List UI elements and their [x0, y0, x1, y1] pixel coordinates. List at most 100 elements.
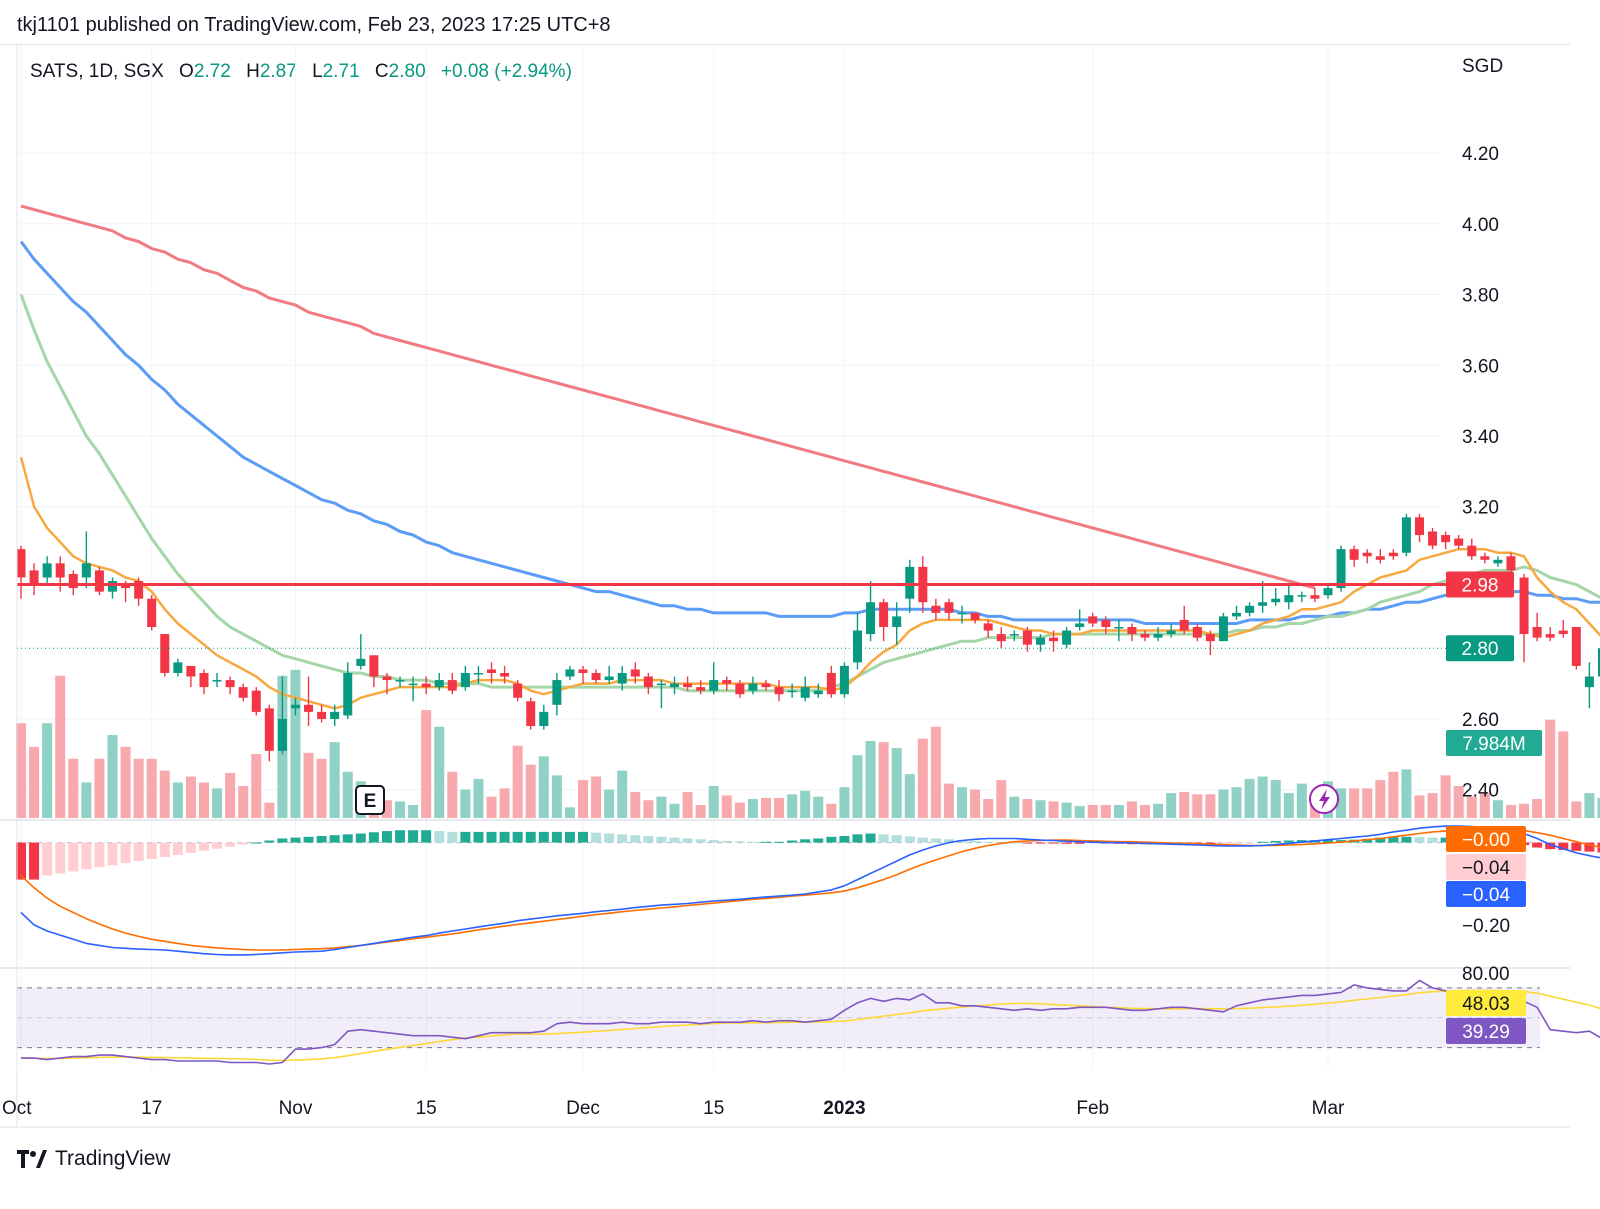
volume-bar: [316, 758, 327, 818]
macd-histogram-bar: [1414, 837, 1425, 843]
candle-body: [134, 581, 144, 599]
symbol-text[interactable]: SATS, 1D, SGX: [30, 61, 164, 82]
candle-body: [1205, 634, 1215, 642]
macd-histogram-bar: [290, 837, 301, 843]
candle-body: [1140, 634, 1150, 638]
macd-histogram-bar: [395, 830, 406, 843]
macd-histogram-bar: [368, 832, 379, 843]
volume-bar: [1414, 795, 1425, 818]
candle-body: [1414, 517, 1424, 536]
candle-body: [1571, 627, 1581, 666]
candle-body: [1310, 595, 1320, 599]
volume-bar: [1532, 799, 1543, 818]
volume-bar: [1061, 802, 1072, 818]
candle-body: [1153, 634, 1163, 638]
candle-body: [68, 573, 78, 589]
footer-brand[interactable]: TradingView: [17, 1143, 171, 1175]
footer-brand-text: TradingView: [55, 1147, 171, 1170]
macd-histogram-bar: [708, 840, 719, 843]
high-label: H: [246, 61, 260, 82]
macd-histogram-bar: [904, 836, 915, 843]
time-tick-label: Mar: [1312, 1098, 1345, 1119]
header-divider: [0, 44, 1570, 45]
macd-histogram-bar: [421, 830, 432, 843]
macd-histogram-bar: [551, 831, 562, 843]
axis-labels: SGD 4.20 4.00 3.80 3.60 3.40 3.20 2.60 2.40 Oct 17…: [2, 56, 1542, 1119]
macd-histogram-bar: [499, 831, 510, 843]
macd-histogram-bar: [42, 842, 53, 876]
high-value: 2.87: [259, 61, 297, 82]
volume-bar: [1505, 804, 1516, 818]
candle-body: [539, 711, 549, 727]
low-value: 2.71: [322, 61, 360, 82]
macd-histogram-bar: [564, 831, 575, 843]
volume-bar: [1296, 783, 1307, 818]
macd-histogram-bar: [1257, 841, 1268, 843]
volume-bar: [669, 803, 680, 818]
macd-histogram-bar: [251, 842, 262, 844]
macd-histogram-bar: [94, 842, 105, 868]
macd-histogram-bar: [81, 842, 92, 870]
volume-bar: [891, 748, 902, 818]
candle-body: [1454, 538, 1464, 546]
ma-green-line: [19, 293, 1600, 693]
macd-histogram-bar: [1283, 840, 1294, 843]
macd-pane[interactable]: [0, 819, 1600, 956]
macd-histogram-bar: [591, 832, 602, 843]
volume-bar: [512, 745, 523, 818]
volume-bar: [1349, 788, 1360, 818]
volume-bar: [172, 782, 183, 818]
candle-body: [931, 605, 941, 613]
candle-body: [81, 563, 91, 578]
published-header: tkj1101 published on TradingView.com, Fe…: [17, 14, 611, 36]
volume-bar: [1113, 804, 1124, 818]
macd-histogram-bar: [1336, 840, 1347, 843]
candle-body: [1062, 630, 1072, 645]
volume-bar: [656, 796, 667, 818]
rsi-tick-label: 80.00: [1462, 964, 1510, 985]
candle-body: [1271, 598, 1281, 603]
macd-histogram-bar: [1009, 842, 1020, 844]
rsi-pane[interactable]: [0, 967, 1600, 1065]
candle-body: [212, 680, 222, 682]
candle-body: [1401, 517, 1411, 553]
volume-bar: [708, 786, 719, 818]
macd-histogram-bar: [512, 831, 523, 843]
macd-histogram-bar: [55, 842, 66, 874]
volume-badge: 7.984M: [1462, 734, 1525, 755]
candle-body: [800, 687, 810, 698]
open-value: 2.72: [193, 61, 231, 82]
candle-body: [147, 598, 157, 628]
candle-body: [1584, 676, 1594, 688]
candle-body: [617, 672, 627, 684]
macd-histogram-bar: [185, 842, 196, 853]
candle-body: [1428, 531, 1438, 546]
volume-bar: [538, 756, 549, 818]
candlesticks[interactable]: [16, 513, 1600, 762]
candle-body: [1114, 627, 1124, 629]
volume-bar: [81, 782, 92, 818]
macd-histogram-bar: [800, 839, 811, 843]
volume-bar: [447, 771, 458, 818]
volume-bar: [774, 797, 785, 818]
candle-body: [957, 612, 967, 615]
time-tick-label: 2023: [823, 1098, 865, 1119]
candle-body: [892, 616, 902, 628]
macd-histogram-bar: [1532, 842, 1543, 848]
candle-body: [1245, 605, 1255, 613]
volume-bar: [342, 771, 353, 818]
candle-body: [447, 680, 457, 691]
volume-bar: [800, 790, 811, 818]
price-overlays: E: [17, 583, 1448, 815]
candle-body: [1545, 634, 1555, 638]
candle-body: [735, 683, 745, 695]
macd-histogram-bar: [107, 842, 118, 866]
volume-bar: [1048, 801, 1059, 818]
candle-body: [1388, 552, 1398, 557]
candle-body: [813, 690, 823, 695]
volume-bar: [1401, 769, 1412, 818]
macd-histogram-bar: [839, 835, 850, 843]
macd-histogram-bar: [669, 837, 680, 843]
currency-label: SGD: [1462, 56, 1503, 77]
